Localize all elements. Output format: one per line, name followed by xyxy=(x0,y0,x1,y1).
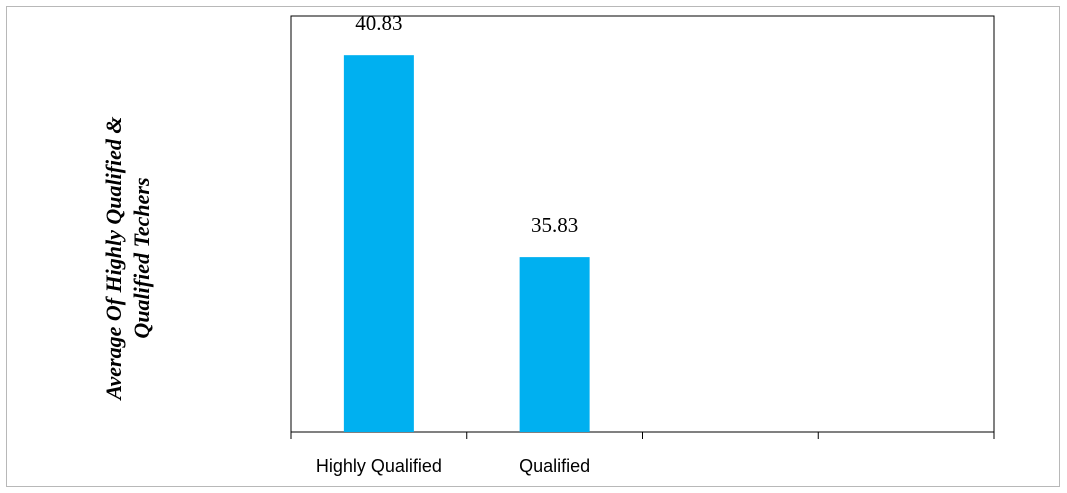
x-tick-label: Highly Qualified xyxy=(316,456,442,476)
bar xyxy=(343,55,414,433)
bars xyxy=(343,55,590,433)
bar xyxy=(519,257,590,432)
data-label: 35.83 xyxy=(531,213,578,237)
data-label: 40.83 xyxy=(355,11,402,35)
x-axis-ticks xyxy=(290,432,995,439)
x-tick-label: Qualified xyxy=(519,456,590,476)
data-labels: 40.83 35.83 xyxy=(355,11,578,237)
x-axis-labels: Highly Qualified Qualified xyxy=(316,456,590,476)
y-axis-title: Average Of Highly Qualified & Qualified … xyxy=(101,116,154,400)
